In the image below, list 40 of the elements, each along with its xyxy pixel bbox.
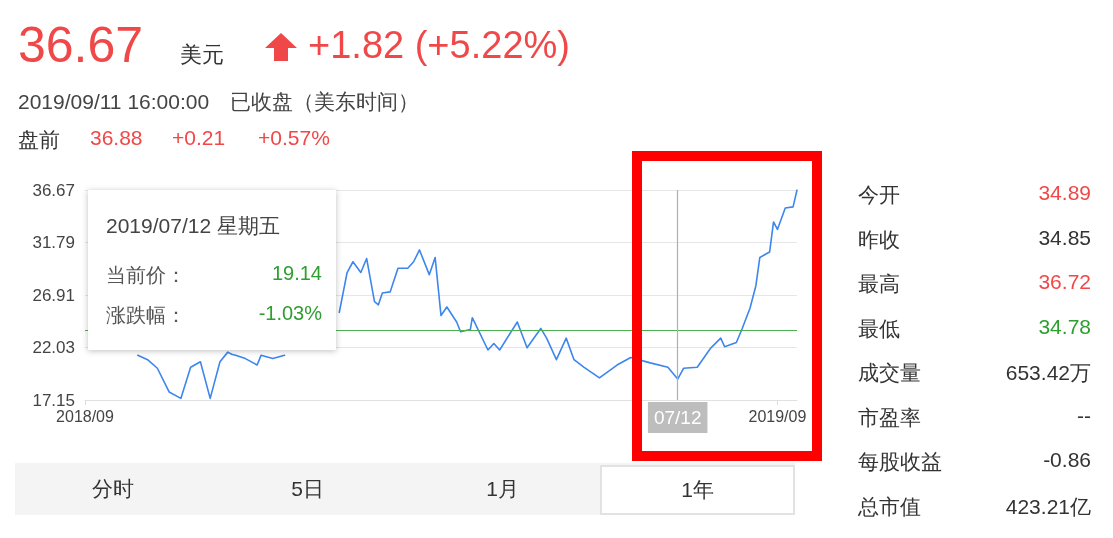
text: 5日 <box>290 476 325 502</box>
text: 盘前 <box>18 127 60 153</box>
text: 36.72 <box>1038 270 1091 294</box>
text: 34.78 <box>1038 314 1091 339</box>
text: +0.21 <box>172 126 226 150</box>
y-tick-label: 31.79 <box>32 233 75 252</box>
text: 1年 <box>600 465 795 515</box>
x-tick-label: 2018/09 <box>56 407 115 425</box>
y-tick-label: 26.91 <box>32 285 75 305</box>
text: 423.21亿 <box>1005 493 1091 520</box>
y-tick-label: 36.67 <box>32 180 75 200</box>
ref-line-label: 07/12 <box>653 407 702 428</box>
text: +1.82 (+5.22%) <box>308 24 570 67</box>
y-tick-label: 17.15 <box>32 390 75 410</box>
text: 最低 <box>858 315 900 342</box>
annotation: 2019/07/12 星期五 <box>106 213 280 239</box>
y-tick-label: 22.03 <box>32 338 75 357</box>
annotation: 19.14 <box>271 262 322 285</box>
text: 总市值 <box>858 493 921 520</box>
text: 1月 <box>485 476 520 502</box>
text: 653.42万 <box>1005 360 1091 386</box>
text: 34.85 <box>1038 225 1091 250</box>
text: -- <box>1077 403 1091 428</box>
annotation: 涨跌幅： <box>106 303 186 328</box>
text: 昨收 <box>858 226 900 253</box>
x-tick-label: 2019/09 <box>748 407 807 425</box>
text: -0.86 <box>1043 448 1091 472</box>
annotation: -1.03% <box>258 302 322 325</box>
annotation: 当前价： <box>106 263 186 288</box>
chart-subtitle: 2019/09/11 16:00:00 已收盘（美东时间） <box>18 89 420 115</box>
text: 美元 <box>180 41 224 69</box>
text: 今开 <box>858 182 900 208</box>
text: +0.57% <box>258 126 330 150</box>
text: 每股收益 <box>858 449 942 475</box>
text: 分时 <box>90 476 135 502</box>
text: 最高 <box>858 271 900 297</box>
text: 市盈率 <box>858 404 921 431</box>
text: 成交量 <box>858 360 921 386</box>
text: 34.89 <box>1038 181 1091 205</box>
text: 36.88 <box>90 126 143 150</box>
